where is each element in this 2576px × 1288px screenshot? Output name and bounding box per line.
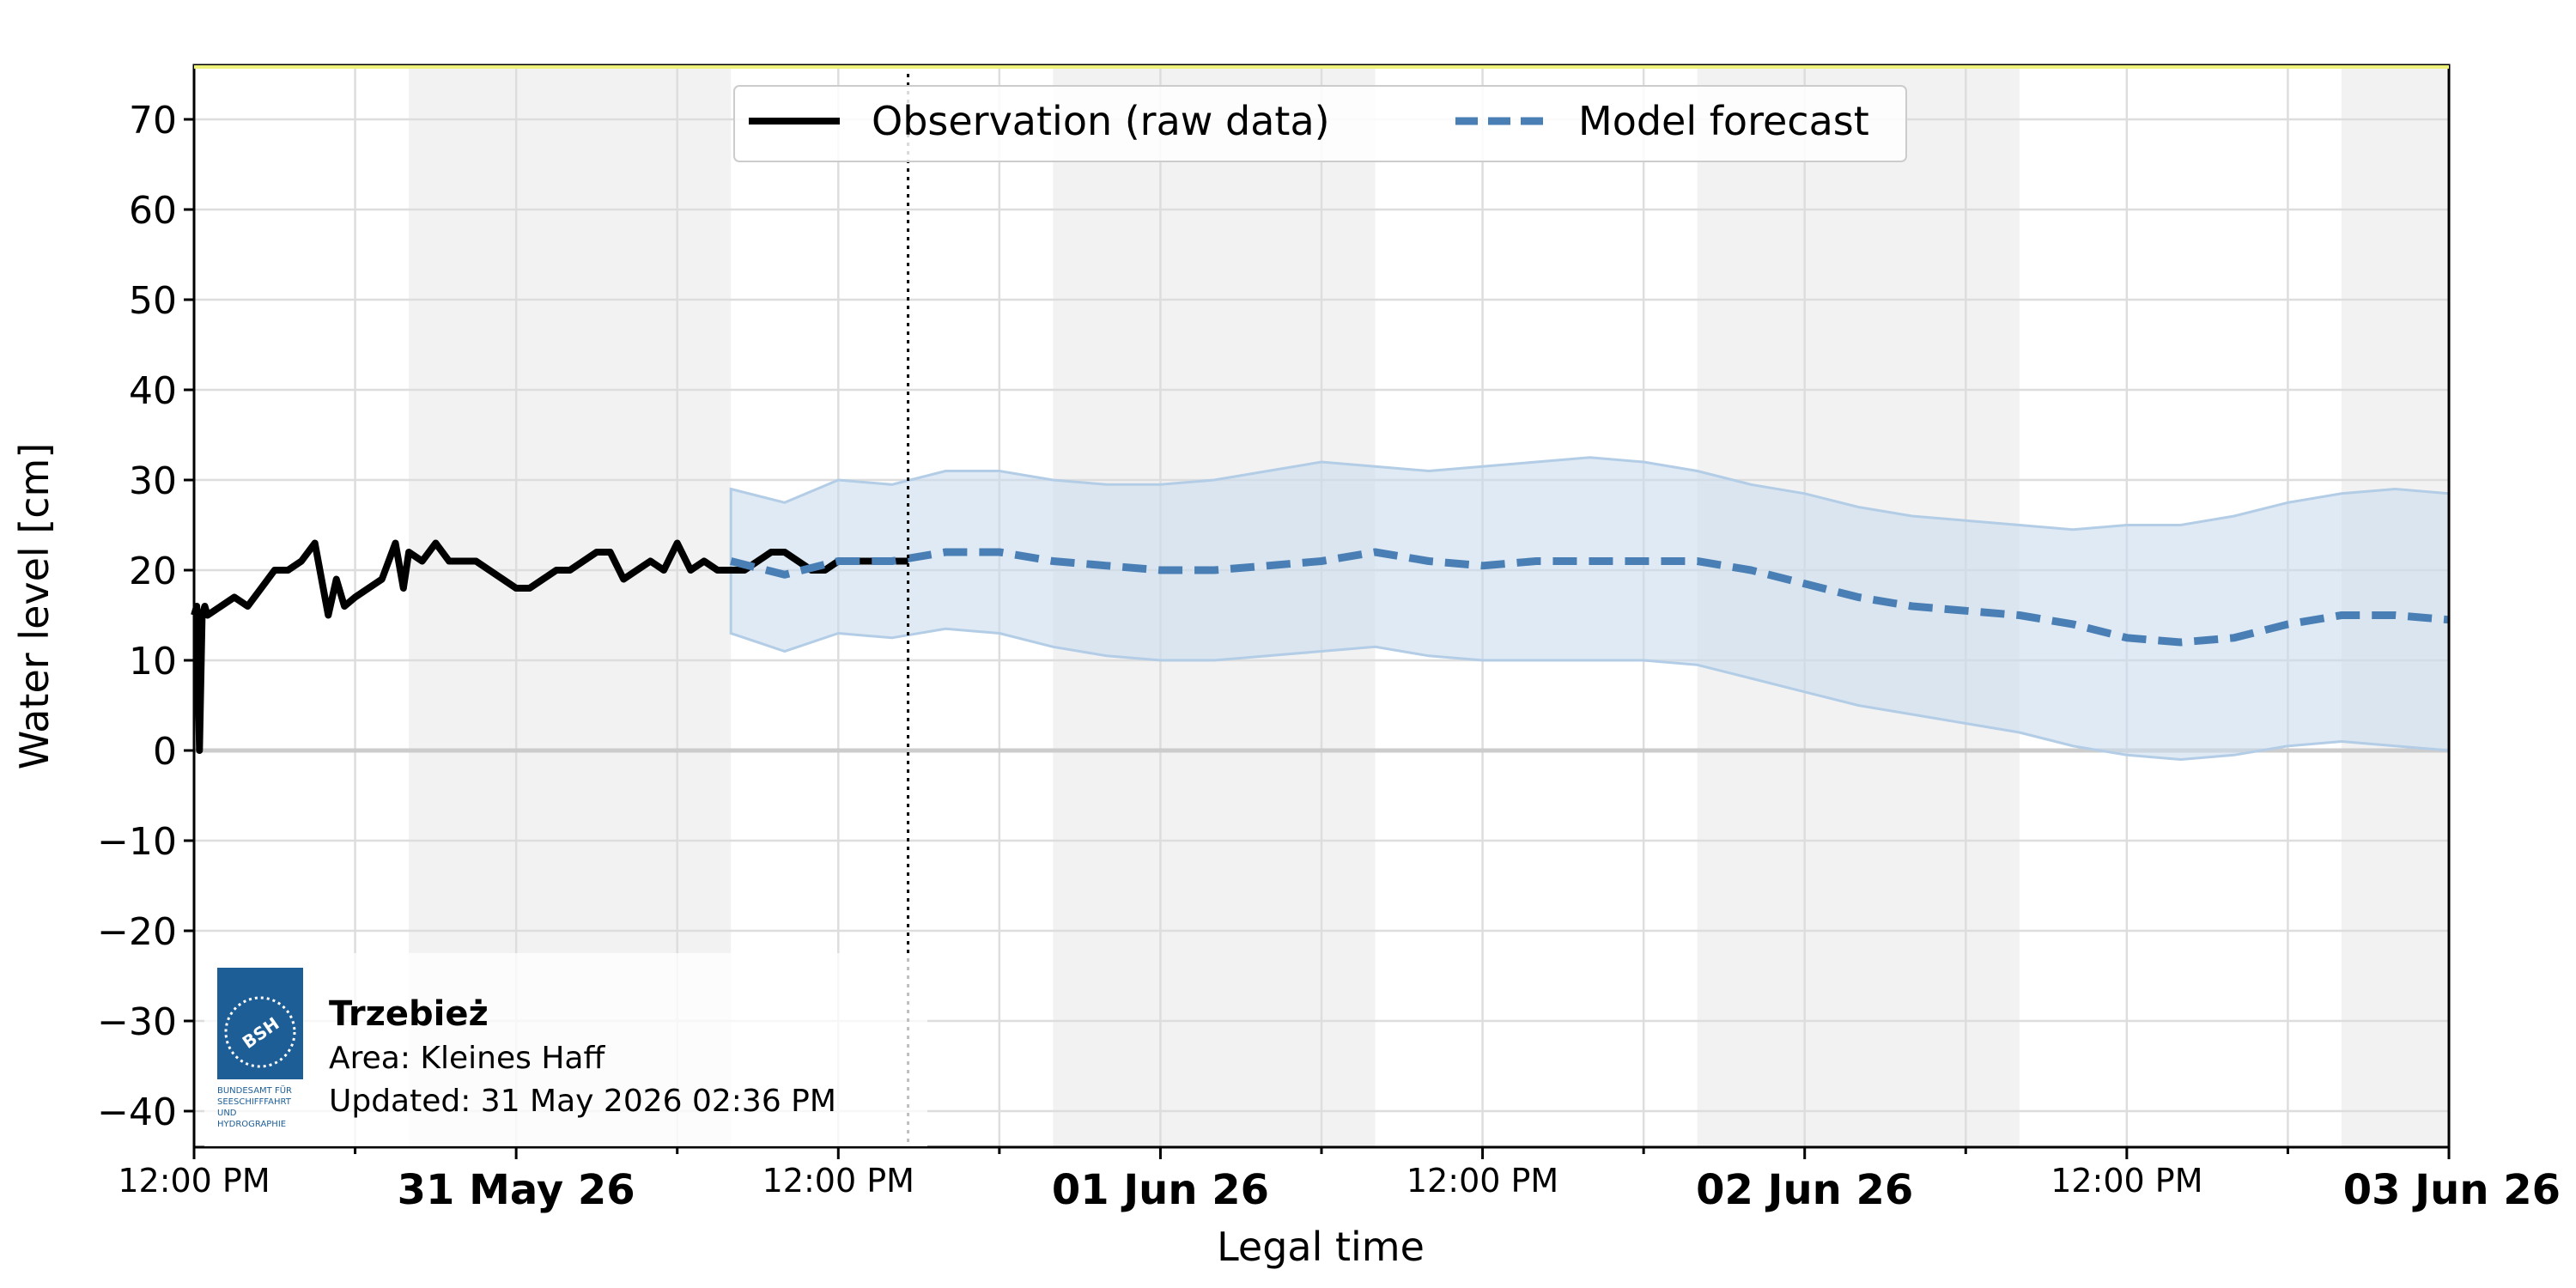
info-box-background bbox=[204, 953, 927, 1146]
legend-forecast-label: Model forecast bbox=[1578, 98, 1869, 144]
x-tick-label-time-2: 12:00 PM bbox=[1406, 1162, 1558, 1200]
x-axis-label: Legal time bbox=[1217, 1224, 1425, 1270]
y-tick-label-9: −20 bbox=[97, 910, 177, 954]
station-area: Area: Kleines Haff bbox=[329, 1041, 605, 1076]
y-axis-label: Water level [cm] bbox=[11, 443, 58, 770]
y-tick-label-8: −10 bbox=[97, 820, 177, 864]
y-tick-label-4: 30 bbox=[129, 459, 177, 503]
x-tick-label-time-0: 12:00 PM bbox=[118, 1162, 270, 1200]
y-tick-label-5: 20 bbox=[129, 550, 177, 593]
y-tick-label-1: 60 bbox=[129, 189, 177, 233]
observation-series-group bbox=[191, 539, 908, 754]
bsh-logo: BSH BUNDESAMT FÜR SEESCHIFFFAHRT UND HYD… bbox=[217, 968, 303, 1129]
logo-line-4: HYDROGRAPHIE bbox=[217, 1120, 286, 1129]
logo-circle bbox=[224, 996, 296, 1068]
y-tick-label-10: −30 bbox=[97, 1000, 177, 1044]
station-info-box: BSH BUNDESAMT FÜR SEESCHIFFFAHRT UND HYD… bbox=[204, 953, 927, 1146]
y-tick-label-0: 70 bbox=[129, 99, 177, 143]
x-tick-label-time-3: 12:00 PM bbox=[2050, 1162, 2202, 1200]
legend: Observation (raw data) Model forecast bbox=[733, 85, 1907, 162]
y-tick-label-2: 50 bbox=[129, 279, 177, 323]
y-axis-ticks: 70 60 50 40 30 20 10 0 −10 −20 −30 −40 bbox=[97, 99, 194, 1134]
x-tick-label-date-0: 31 May 26 bbox=[398, 1166, 635, 1214]
y-tick-label-3: 40 bbox=[129, 369, 177, 413]
y-tick-label-11: −40 bbox=[97, 1091, 177, 1134]
forecast-line bbox=[730, 548, 2450, 647]
legend-box bbox=[733, 85, 1907, 162]
station-name: Trzebież bbox=[329, 994, 489, 1034]
x-tick-label-date-1: 01 Jun 26 bbox=[1052, 1166, 1269, 1214]
y-tick-label-6: 10 bbox=[129, 640, 177, 683]
x-axis-ticks: 12:00 PM 12:00 PM 12:00 PM 12:00 PM 31 May 2… bbox=[118, 1147, 2561, 1214]
observation-line bbox=[191, 539, 908, 754]
updated-timestamp: Updated: 31 May 2026 02:36 PM bbox=[329, 1084, 836, 1119]
legend-observation-label: Observation (raw data) bbox=[872, 98, 1330, 144]
logo-line-1: BUNDESAMT FÜR bbox=[217, 1084, 292, 1096]
logo-blue-square bbox=[217, 968, 303, 1079]
x-tick-label-time-1: 12:00 PM bbox=[762, 1162, 914, 1200]
x-tick-label-date-2: 02 Jun 26 bbox=[1696, 1166, 1913, 1214]
forecast-series-group bbox=[730, 548, 2450, 647]
logo-line-2: SEESCHIFFFAHRT bbox=[217, 1097, 292, 1107]
logo-line-3: UND bbox=[217, 1109, 237, 1118]
y-tick-label-7: 0 bbox=[153, 730, 177, 774]
x-tick-label-date-3: 03 Jun 26 bbox=[2343, 1166, 2561, 1214]
